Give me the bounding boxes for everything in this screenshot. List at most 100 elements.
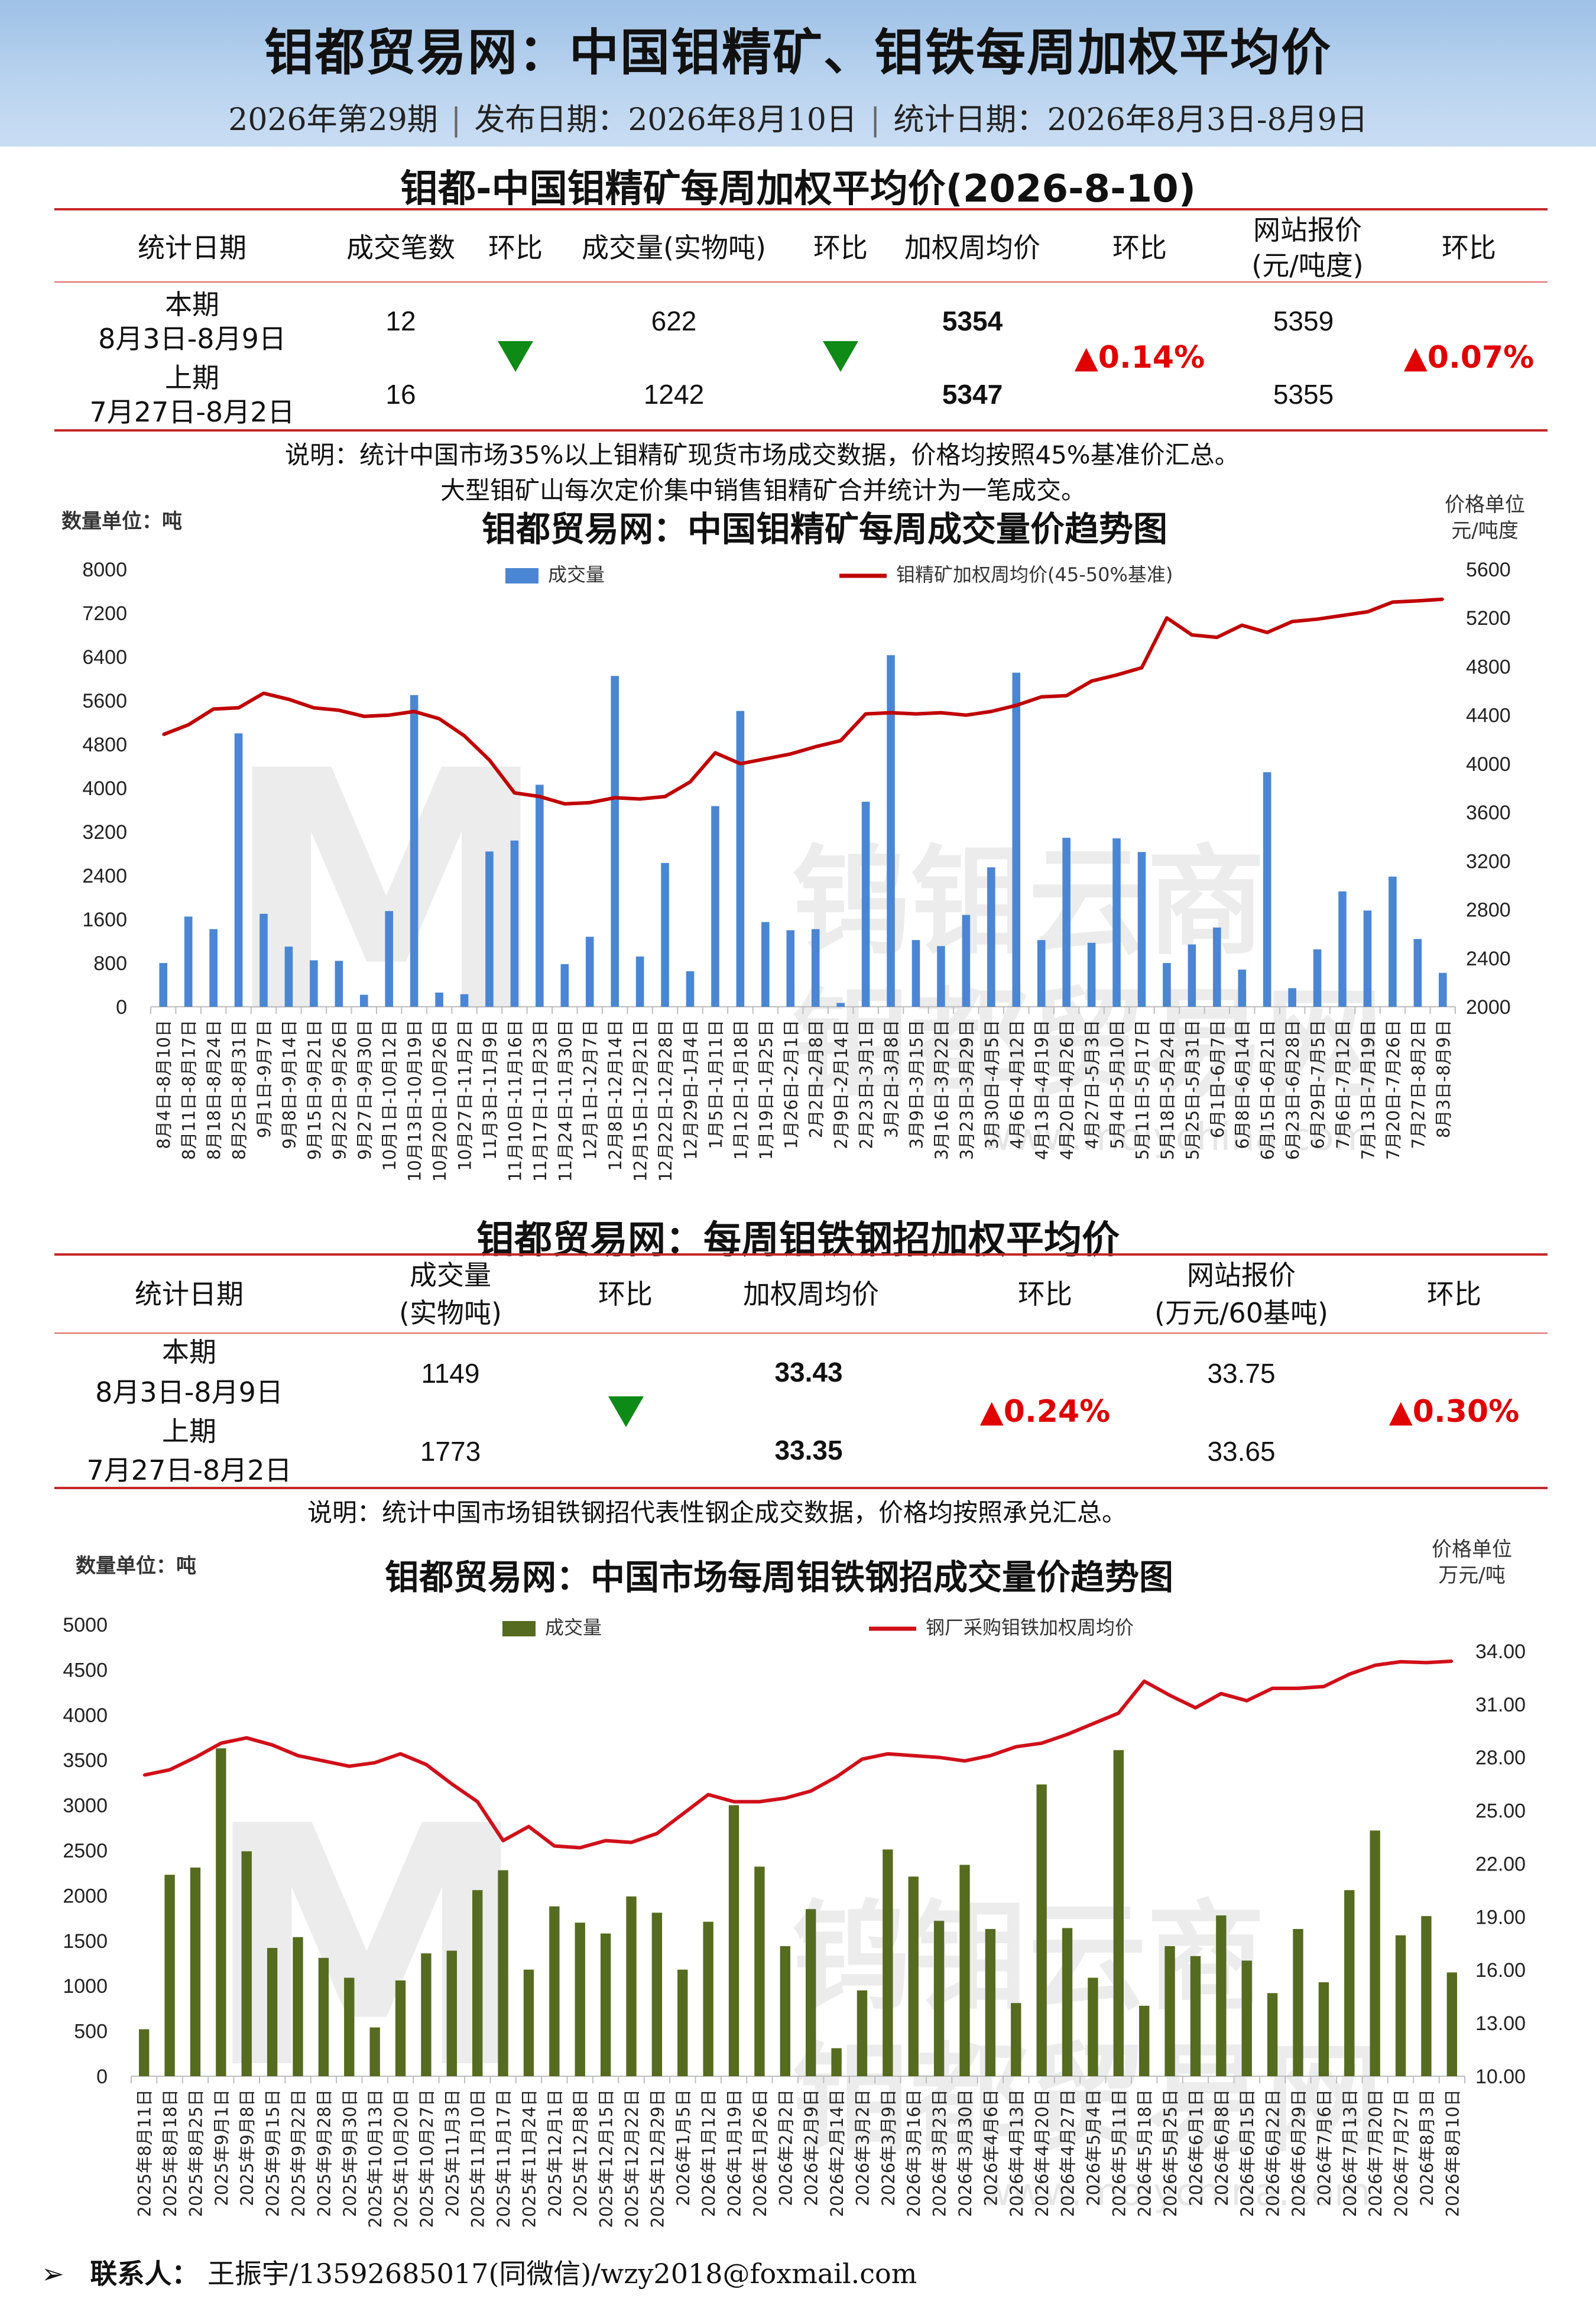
price-point bbox=[1219, 1692, 1222, 1695]
volume-bar bbox=[1313, 949, 1322, 1007]
watermark-text-1: 钨钼云商 bbox=[792, 1889, 1265, 2027]
price-point bbox=[1348, 1672, 1351, 1675]
price-point bbox=[664, 795, 667, 798]
right-axis-unit: 万元/吨 bbox=[1438, 1564, 1505, 1587]
volume-bar bbox=[651, 1912, 663, 2076]
current-quote: 5359 bbox=[1273, 306, 1334, 336]
col-price: 加权周均价 bbox=[904, 232, 1040, 264]
legend-line-label: 钢厂采购钼铁加权周均价 bbox=[926, 1616, 1134, 1639]
table-top-rule bbox=[54, 208, 1548, 210]
volume-bar bbox=[241, 1851, 252, 2076]
category-label: 2026年4月13日 bbox=[1007, 2089, 1027, 2217]
right-tick-label: 28.00 bbox=[1475, 1747, 1526, 1769]
category-label: 2026年6月29日 bbox=[1289, 2089, 1309, 2217]
volume-bar bbox=[560, 964, 569, 1007]
previous-period-dates: 7月27日-8月2日 bbox=[89, 396, 295, 428]
left-tick-label: 500 bbox=[74, 2021, 108, 2043]
category-label: 2025年9月22日 bbox=[288, 2089, 309, 2217]
category-label: 3月23日-3月29日 bbox=[956, 1020, 977, 1160]
price-point bbox=[194, 1756, 197, 1759]
volume-bar bbox=[811, 929, 820, 1007]
left-tick-label: 2400 bbox=[82, 865, 127, 887]
category-label: 2026年1月12日 bbox=[699, 2089, 719, 2217]
issue-info: 2026年第29期 | 发布日期：2026年8月10日 | 统计日期：2026年8月3日… bbox=[228, 102, 1368, 138]
volume-bar bbox=[523, 1969, 534, 2076]
price-point bbox=[450, 1782, 453, 1785]
volume-bar bbox=[369, 2027, 380, 2076]
category-label: 2025年9月15日 bbox=[263, 2089, 283, 2217]
volume-bar bbox=[1216, 1915, 1227, 2076]
price-point bbox=[809, 1789, 812, 1792]
left-tick-label: 5600 bbox=[82, 690, 127, 712]
col-count: 成交笔数 bbox=[346, 232, 455, 264]
volume-bar bbox=[786, 930, 795, 1007]
category-label: 8月18日-8月24日 bbox=[204, 1020, 224, 1160]
price-point bbox=[990, 710, 992, 713]
price-point bbox=[1115, 673, 1118, 676]
left-tick-label: 2500 bbox=[63, 1840, 108, 1862]
volume-bar bbox=[1139, 2005, 1150, 2076]
price-point bbox=[1425, 1661, 1428, 1664]
category-label: 2025年11月3日 bbox=[442, 2089, 462, 2217]
contact-label: 联系人： bbox=[90, 2258, 199, 2290]
price-point bbox=[1245, 1699, 1248, 1702]
category-label: 2026年5月25日 bbox=[1160, 2089, 1180, 2217]
price-point bbox=[1065, 694, 1068, 697]
price-point bbox=[965, 714, 968, 717]
category-label: 3月16日-3月22日 bbox=[932, 1020, 952, 1160]
price-point bbox=[890, 711, 893, 714]
price-point bbox=[1271, 1687, 1274, 1690]
concentrate-table-title: 钼都-中国钼精矿每周加权平均价(2026-8-10) bbox=[400, 167, 1196, 211]
price-point bbox=[739, 762, 742, 765]
volume-bar bbox=[806, 1909, 816, 2076]
category-label: 10月20日-10月26日 bbox=[430, 1020, 450, 1182]
fe-col-volume: 成交量 bbox=[410, 1259, 491, 1291]
price-point bbox=[1090, 680, 1093, 683]
category-label: 12月29日-1月4日 bbox=[681, 1020, 701, 1160]
category-label: 3月9日-3月15日 bbox=[906, 1020, 926, 1149]
left-tick-label: 6400 bbox=[82, 646, 127, 669]
volume-bar bbox=[510, 840, 519, 1007]
price-point bbox=[463, 734, 466, 737]
category-label: 2026年6月22日 bbox=[1263, 2089, 1283, 2217]
category-label: 9月27日-9月30日 bbox=[355, 1020, 375, 1160]
left-tick-label: 2000 bbox=[63, 1885, 108, 1907]
category-label: 2025年12月15日 bbox=[596, 2089, 617, 2228]
volume-bar bbox=[1062, 1928, 1073, 2076]
price-change-up: ▲0.14% bbox=[1074, 340, 1205, 375]
category-label: 2026年5月18日 bbox=[1135, 2089, 1155, 2217]
category-label: 2026年3月30日 bbox=[955, 2089, 975, 2217]
price-point bbox=[638, 797, 641, 800]
volume-bar bbox=[410, 695, 419, 1007]
price-point bbox=[187, 724, 190, 727]
category-label: 11月10日-11月16日 bbox=[505, 1020, 525, 1182]
volume-bar bbox=[1438, 972, 1447, 1007]
price-point bbox=[312, 706, 315, 709]
watermark-logo: M bbox=[222, 701, 551, 1087]
category-label: 2025年8月11日 bbox=[135, 2089, 155, 2217]
volume-bar bbox=[600, 1933, 611, 2076]
category-label: 7月6日-7月12日 bbox=[1333, 1020, 1353, 1149]
volume-bar bbox=[728, 1805, 739, 2076]
price-point bbox=[1341, 614, 1344, 617]
category-label: 2025年11月17日 bbox=[494, 2089, 514, 2228]
price-point bbox=[219, 1742, 222, 1745]
category-label: 2026年5月4日 bbox=[1084, 2089, 1104, 2206]
category-label: 12月22日-12月28日 bbox=[656, 1020, 676, 1182]
header-divider bbox=[54, 281, 1548, 283]
volume-bar bbox=[677, 1969, 688, 2076]
volume-bar bbox=[421, 1953, 432, 2076]
price-point bbox=[424, 1763, 427, 1766]
fe-bottom-rule bbox=[54, 1487, 1548, 1489]
right-tick-label: 3200 bbox=[1466, 850, 1511, 873]
volume-bar bbox=[1011, 2003, 1021, 2076]
volume-bar bbox=[267, 1948, 278, 2076]
col-price-change: 环比 bbox=[1112, 232, 1167, 264]
left-tick-label: 3000 bbox=[63, 1795, 108, 1817]
volume-bar bbox=[887, 655, 895, 1007]
category-label: 7月20日-7月26日 bbox=[1383, 1020, 1403, 1160]
volume-bar bbox=[780, 1946, 790, 2076]
price-line bbox=[144, 1659, 1452, 1850]
category-label: 2026年7月6日 bbox=[1314, 2089, 1334, 2206]
category-label: 6月29日-7月5日 bbox=[1308, 1020, 1328, 1149]
